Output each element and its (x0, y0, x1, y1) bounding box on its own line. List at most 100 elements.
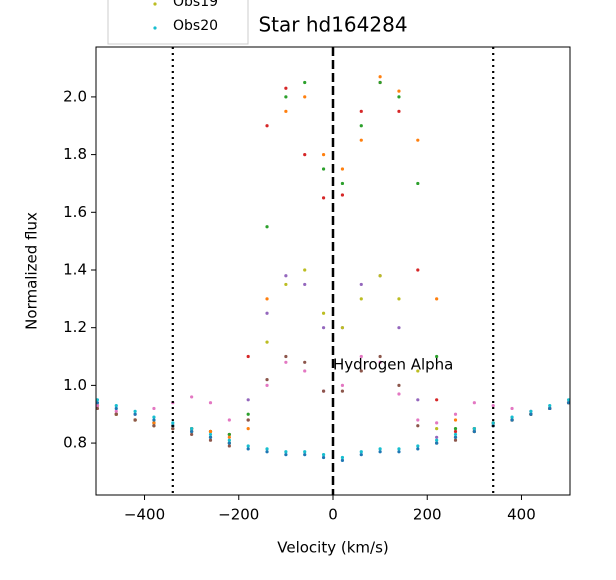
data-point (96, 403, 100, 408)
data-point (435, 438, 439, 442)
data-point (114, 412, 118, 416)
data-point (114, 403, 118, 408)
x-tick-label: 200 (413, 506, 442, 524)
data-point (190, 429, 194, 434)
data-point (435, 427, 439, 431)
data-point (246, 354, 250, 359)
data-point (152, 415, 156, 419)
data-point (152, 421, 156, 425)
data-point (453, 427, 458, 431)
data-point (265, 378, 269, 382)
data-point (378, 447, 382, 451)
data-point (416, 447, 420, 451)
data-point (397, 89, 401, 93)
data-point (472, 429, 476, 434)
data-point (208, 401, 213, 405)
data-point (265, 311, 269, 315)
x-tick-label: 0 (328, 506, 338, 524)
annotation: Hydrogen Alpha (333, 356, 453, 374)
data-point (284, 450, 288, 454)
data-point (96, 401, 100, 405)
data-point (510, 418, 514, 422)
data-point (190, 432, 194, 437)
data-point (416, 138, 420, 142)
data-point (566, 398, 570, 402)
data-point (359, 450, 363, 454)
data-point (510, 406, 514, 411)
data-point (491, 403, 495, 408)
data-point (303, 360, 307, 364)
data-point (114, 406, 118, 411)
data-point (416, 444, 420, 448)
data-point (435, 435, 439, 439)
plot-area (96, 75, 570, 462)
data-point (284, 86, 288, 90)
data-point (265, 383, 269, 387)
data-point (548, 403, 552, 408)
legend-marker (153, 2, 157, 6)
data-point (227, 444, 231, 448)
data-point (303, 282, 307, 287)
data-point (246, 444, 250, 448)
data-point (227, 441, 231, 445)
data-point (340, 458, 345, 462)
data-point (284, 109, 288, 113)
data-point (340, 383, 345, 387)
data-point (303, 450, 307, 454)
data-point (303, 95, 307, 99)
data-point (453, 438, 458, 442)
data-point (397, 109, 401, 113)
data-point (435, 441, 439, 445)
data-point (453, 435, 458, 439)
data-point (435, 421, 439, 425)
data-point (416, 418, 420, 422)
data-point (246, 398, 250, 402)
data-point (359, 282, 363, 287)
data-point (453, 418, 458, 422)
y-tick-label: 1.0 (63, 376, 87, 394)
data-point (284, 354, 288, 359)
y-tick-label: 1.8 (63, 145, 87, 163)
data-point (397, 326, 401, 330)
data-point (303, 453, 307, 457)
data-point (397, 383, 401, 387)
data-point (491, 421, 495, 425)
x-tick-label: −200 (218, 506, 259, 524)
data-point (340, 455, 345, 460)
data-point (208, 432, 213, 437)
data-point (303, 369, 307, 373)
data-point (190, 427, 194, 431)
y-tick-label: 1.2 (63, 318, 87, 336)
legend-label: Obs19 (173, 0, 218, 10)
data-point (265, 447, 269, 451)
data-point (529, 409, 533, 413)
data-point (265, 450, 269, 454)
data-point (378, 75, 382, 79)
data-point (416, 268, 420, 272)
x-tick-label: −400 (124, 506, 165, 524)
data-point (566, 401, 570, 405)
data-point (246, 427, 250, 431)
data-point (340, 181, 345, 186)
data-point (321, 326, 326, 330)
data-point (303, 268, 307, 272)
data-point (208, 438, 213, 442)
y-tick-label: 0.8 (63, 434, 87, 452)
data-point (321, 167, 326, 171)
data-point (472, 401, 476, 405)
data-point (397, 450, 401, 454)
data-point (416, 181, 420, 186)
data-point (321, 389, 326, 393)
data-point (397, 447, 401, 451)
data-point (416, 398, 420, 402)
data-point (190, 395, 194, 399)
data-point (284, 95, 288, 99)
y-tick-label: 1.6 (63, 203, 87, 221)
data-point (378, 354, 382, 359)
data-point (265, 225, 269, 229)
data-point (96, 406, 100, 411)
data-point (340, 326, 345, 330)
y-tick-label: 2.0 (63, 87, 87, 105)
data-point (340, 389, 345, 393)
x-tick-label: 400 (507, 506, 536, 524)
